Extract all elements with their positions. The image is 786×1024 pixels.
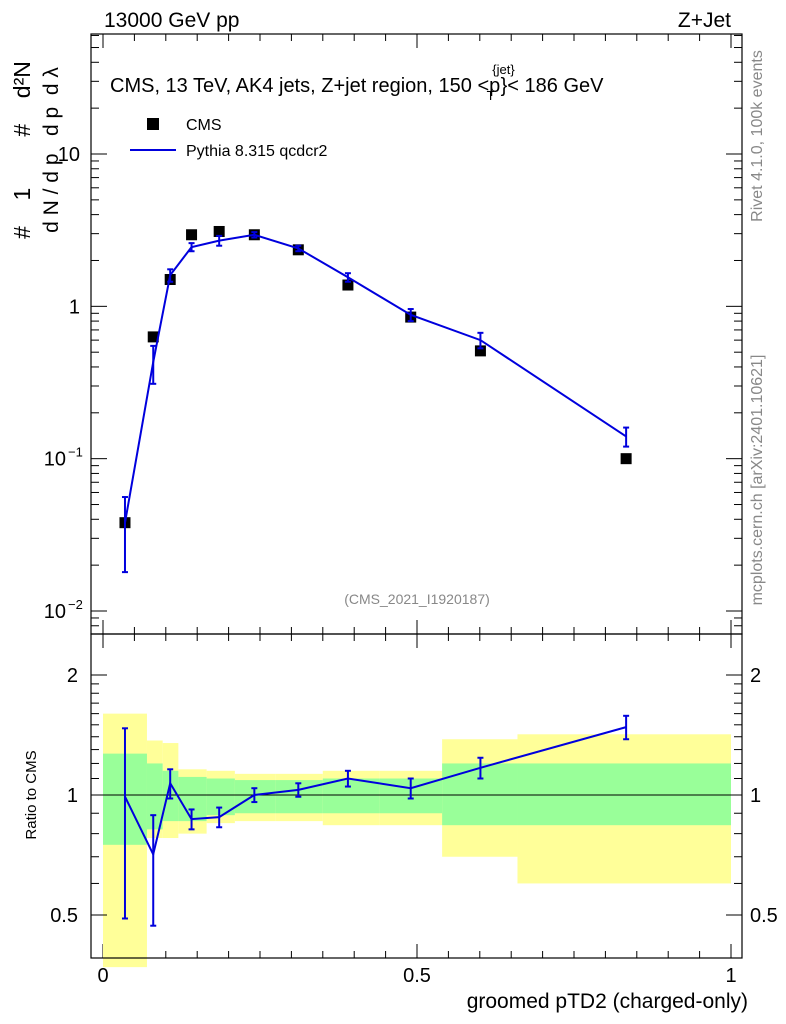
ratio-inner-band-bin: [322, 778, 380, 814]
ratio-y-tick-label-right: 0.5: [750, 905, 778, 927]
legend-label-mc: Pythia 8.315 qcdcr2: [186, 143, 328, 160]
x-axis-label: groomed pTD2 (charged-only): [467, 990, 748, 1013]
mcplots-source-label: mcplots.cern.ch [arXiv:2401.10621]: [749, 355, 766, 606]
rivet-version-label: Rivet 4.1.0, 100k events: [749, 50, 766, 222]
y-tick-label: 1: [69, 296, 80, 318]
ratio-y-tick-label-left: 1: [67, 785, 78, 807]
svg-text:d N / d p d p d λ: d N / d p d p d λ: [40, 67, 63, 233]
cms-data-point: [147, 331, 159, 343]
mc-series-line: [124, 233, 627, 523]
x-tick-label: 0: [97, 965, 108, 987]
header-left-label: 13000 GeV pp: [104, 9, 239, 32]
x-tick-label: 1: [725, 965, 736, 987]
y-tick-label: 10: [44, 449, 66, 471]
legend-marker-cms: [147, 118, 159, 130]
legend-label-cms: CMS: [186, 117, 222, 134]
ratio-panel: 0 0.5 1 0.5 0.5 1 1 2 2: [50, 633, 778, 987]
ratio-y-tick-label-left: 2: [67, 665, 78, 687]
y-tick-label: 10: [58, 144, 80, 166]
ratio-y-axis-label: Ratio to CMS: [23, 750, 40, 839]
legend: CMS Pythia 8.315 qcdcr2: [130, 117, 328, 160]
ratio-y-tick-label-right: 2: [750, 665, 761, 687]
ratio-inner-band-bin: [146, 763, 163, 830]
cms-data-point: [620, 453, 632, 465]
analysis-tag: (CMS_2021_I1920187): [344, 591, 490, 607]
cms-data-point: [342, 279, 354, 291]
ratio-inner-band-bin: [517, 763, 731, 826]
chart-title: CMS, 13 TeV, AK4 jets, Z+jet region, 150…: [110, 62, 604, 103]
svg-text:# 1 # d²N: # 1 # d²N: [9, 61, 35, 239]
header-right-label: Z+Jet: [678, 9, 731, 32]
cms-data-point: [186, 229, 198, 241]
y-tick-exponent: −2: [68, 597, 83, 612]
cms-data-point: [213, 225, 225, 237]
ratio-y-tick-label-right: 1: [750, 785, 761, 807]
y-tick-exponent: −1: [68, 445, 83, 460]
y-tick-label: 10: [44, 601, 66, 623]
cms-data-point: [474, 345, 486, 357]
main-y-axis-label: # 1 # d²N d N / d p d p d λ: [9, 61, 63, 239]
ratio-y-tick-label-left: 0.5: [50, 905, 78, 927]
x-tick-label: 0.5: [403, 965, 431, 987]
ratio-frame: [90, 633, 743, 959]
